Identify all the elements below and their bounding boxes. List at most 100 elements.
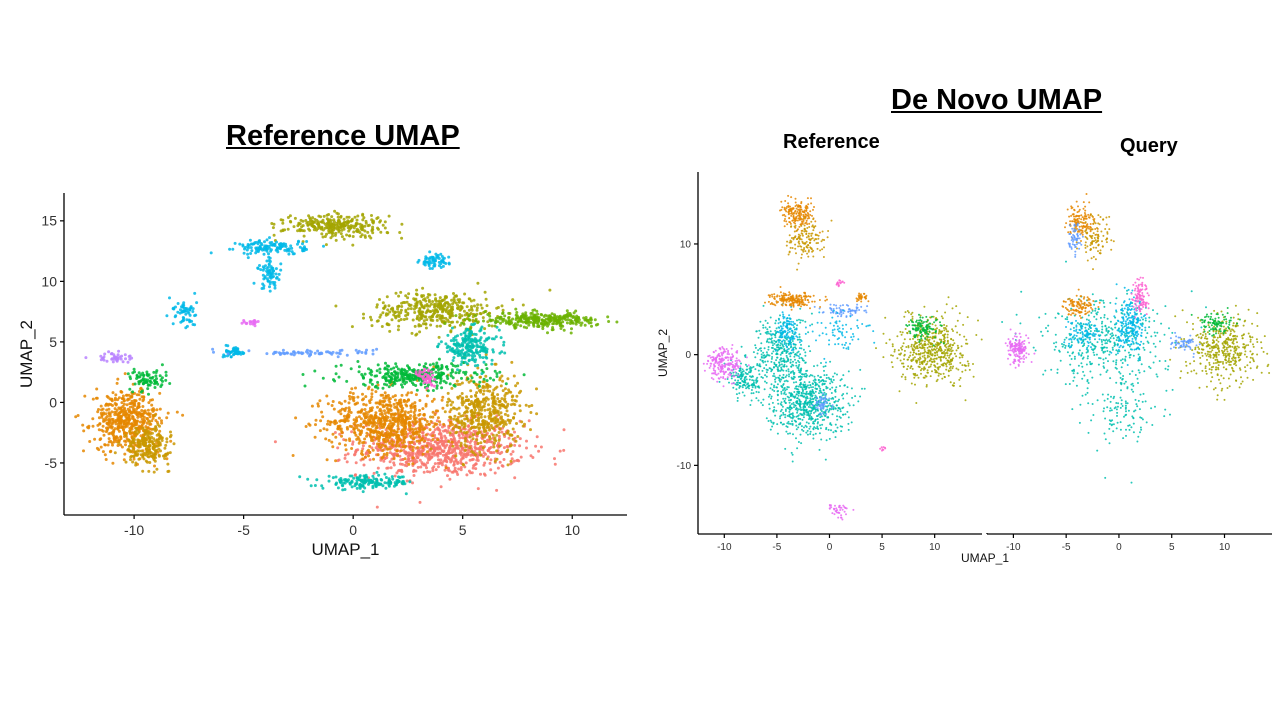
point [429,433,433,437]
point [397,378,401,382]
point [494,421,498,425]
point [383,444,387,448]
point [474,348,478,352]
point [468,435,472,439]
point [303,384,307,388]
point [275,275,279,279]
point [463,356,467,360]
point [453,466,457,470]
point [433,446,437,450]
point [352,230,356,234]
point [115,358,119,362]
point [387,385,391,389]
point [484,374,488,378]
point [420,431,424,435]
point [470,376,474,380]
point [253,324,257,328]
point [498,444,501,448]
point [226,352,230,356]
point [535,387,538,391]
point [158,391,162,395]
point [440,398,444,402]
point [141,469,145,473]
point [131,415,135,419]
point [345,379,349,383]
point [440,449,444,453]
point [395,434,399,438]
point [346,427,349,431]
point [334,364,338,368]
point [145,460,149,464]
point [401,475,405,479]
point [404,430,408,434]
point [146,387,150,391]
point [107,440,111,444]
point [355,218,359,222]
point [462,401,466,404]
point [486,397,490,401]
point [330,404,334,407]
point [352,426,356,430]
point [476,442,480,445]
point [418,316,422,320]
point [519,389,523,393]
point [447,255,451,259]
point [423,439,427,443]
point [377,430,381,434]
point [515,311,519,314]
point [352,418,356,422]
point [499,384,503,388]
point [418,446,422,450]
point [150,376,154,380]
point [334,238,338,242]
point [480,325,484,329]
point [442,422,446,426]
point [142,398,146,401]
point [433,309,437,313]
point [478,384,481,388]
point [261,273,265,277]
point [157,447,161,451]
point [369,368,373,372]
point [320,352,324,355]
point [450,362,454,366]
point [443,302,446,306]
point [345,417,349,421]
point [456,462,460,465]
point [421,452,425,456]
point [511,437,515,441]
point [437,446,441,450]
point [336,486,340,490]
point [131,439,135,443]
point [313,351,317,355]
point [144,411,147,415]
point [263,276,267,280]
point [433,462,437,466]
de-novo-umap-title: De Novo UMAP [891,84,1103,116]
point [420,417,424,421]
point [487,403,490,407]
point [261,282,265,286]
point [148,432,152,436]
point [390,376,394,380]
point [367,223,371,227]
point [313,435,317,439]
point [514,399,518,403]
point [274,267,278,271]
point [314,423,317,427]
point [375,470,379,474]
point [344,479,348,483]
point [485,367,489,371]
point [297,222,301,226]
cluster-0-14 [126,363,172,396]
point [418,408,421,412]
point [181,316,185,319]
point [348,391,352,395]
point [278,246,282,250]
point [132,410,136,414]
point [367,448,370,452]
point [449,374,453,378]
point [342,217,346,221]
point [384,414,388,418]
point [522,325,526,329]
